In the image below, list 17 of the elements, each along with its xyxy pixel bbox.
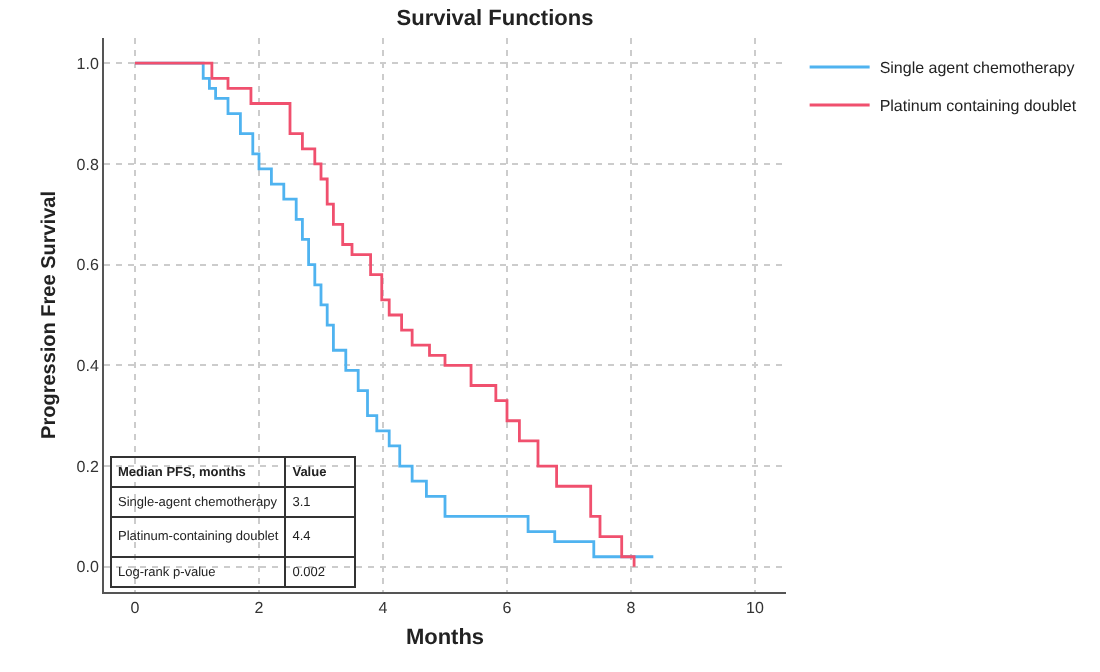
x-tick-label: 6 (502, 599, 513, 618)
chart-title: Survival Functions (396, 7, 594, 32)
y-tick-label: 0.8 (76, 155, 100, 174)
x-axis-title: Months (405, 625, 485, 650)
y-tick-label: 0.4 (76, 356, 100, 375)
x-tick-label: 4 (378, 599, 389, 618)
x-tick-label: 2 (254, 599, 265, 618)
y-tick-label: 0.6 (76, 256, 100, 275)
legend-label: Single agent chemotherapy (879, 59, 1075, 78)
legend-label: Platinum containing doublet (879, 97, 1078, 116)
x-tick-label: 10 (746, 599, 765, 618)
y-tick-label: 1.0 (76, 54, 100, 73)
y-tick-label: 0.0 (76, 558, 100, 577)
x-tick-label: 8 (626, 599, 637, 618)
x-tick-label: 0 (130, 599, 141, 618)
y-axis-title: Progression Free Survival (38, 190, 61, 439)
y-tick-label: 0.2 (76, 457, 100, 476)
